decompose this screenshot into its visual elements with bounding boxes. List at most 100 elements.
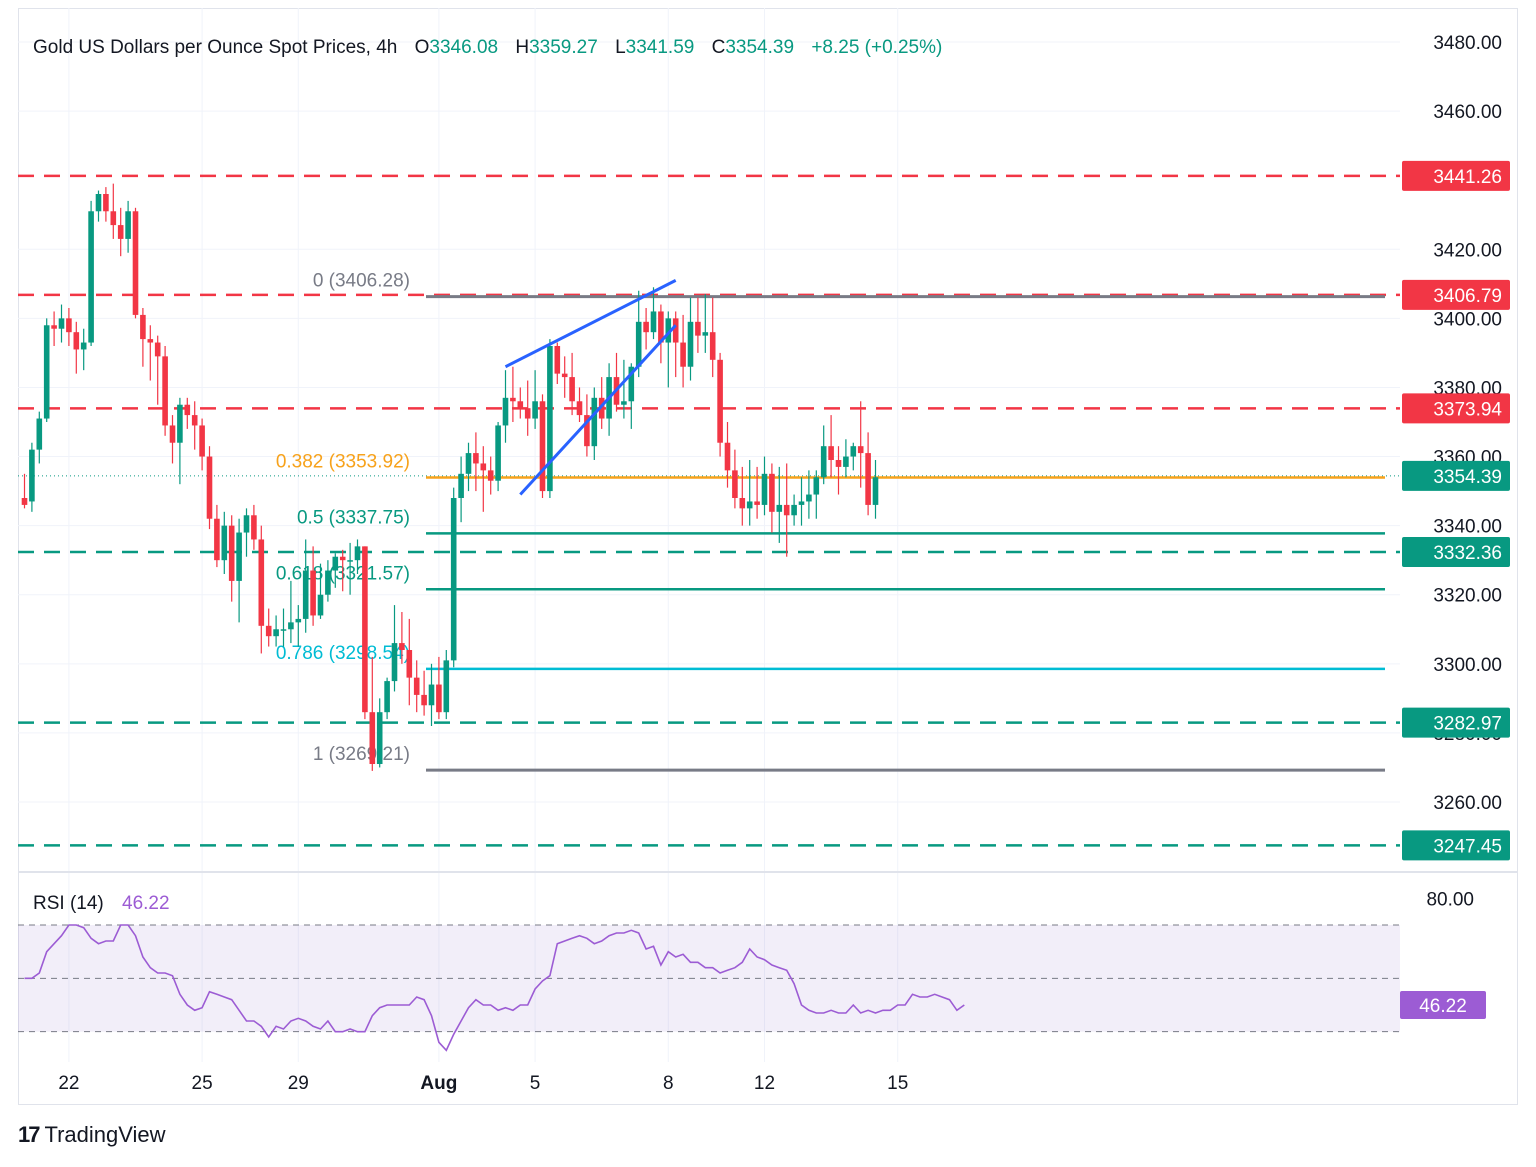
candle-body bbox=[769, 473, 775, 512]
price-tick-label: 3340.00 bbox=[1433, 517, 1502, 538]
candle-body bbox=[687, 321, 694, 367]
level-price-tag bbox=[1402, 160, 1510, 191]
level-price-tag bbox=[1402, 830, 1510, 861]
candle-body bbox=[140, 314, 146, 340]
candle-body bbox=[857, 446, 864, 454]
rsi-value-tag bbox=[1400, 991, 1486, 1019]
candle-body bbox=[843, 456, 849, 467]
price-axis[interactable]: 3260.003280.003300.003320.003340.003360.… bbox=[1402, 33, 1510, 861]
candle-body bbox=[665, 318, 672, 343]
candle-body bbox=[191, 415, 198, 426]
level-price-tag-label: 3373.94 bbox=[1433, 399, 1502, 420]
fib-label: 0.786 (3298.54) bbox=[276, 643, 410, 664]
candle-body bbox=[702, 332, 709, 336]
candle-body bbox=[199, 425, 205, 457]
candle-body bbox=[325, 570, 331, 595]
candle-body bbox=[317, 594, 324, 616]
candle-body bbox=[547, 346, 553, 492]
candle-body bbox=[80, 342, 87, 350]
candle-body bbox=[147, 339, 154, 343]
rsi-line bbox=[24, 924, 965, 1052]
tradingview-logo[interactable]: 17 TradingView bbox=[18, 1122, 166, 1148]
rsi-title: RSI (14) bbox=[33, 893, 104, 914]
time-tick-label: Aug bbox=[420, 1073, 457, 1094]
candle-body bbox=[850, 446, 857, 457]
candle-body bbox=[295, 618, 302, 623]
candle-body bbox=[650, 311, 657, 333]
candle-body bbox=[184, 404, 191, 416]
candle-body bbox=[584, 415, 590, 447]
price-tick-label: 3300.00 bbox=[1433, 655, 1502, 676]
candle-body bbox=[265, 625, 272, 637]
rsi-tick-label: 80.00 bbox=[1426, 889, 1474, 910]
price-tick-label: 3320.00 bbox=[1433, 586, 1502, 607]
candle-body bbox=[732, 470, 738, 498]
candle-body bbox=[658, 311, 664, 343]
change-value: +8.25 (+0.25%) bbox=[811, 37, 942, 58]
candle-body bbox=[791, 504, 797, 516]
candle-body bbox=[428, 684, 435, 706]
candle-body bbox=[154, 342, 161, 357]
candle-body bbox=[672, 318, 679, 343]
candle-body bbox=[724, 442, 731, 471]
candle-body bbox=[132, 211, 139, 315]
close-value: 3354.39 bbox=[725, 37, 794, 58]
candle-body bbox=[406, 650, 413, 678]
time-tick-label: 8 bbox=[663, 1073, 674, 1094]
candle-body bbox=[332, 556, 339, 571]
fib-label: 1 (3269.21) bbox=[313, 744, 410, 765]
candle-body bbox=[450, 498, 457, 661]
candle-body bbox=[88, 211, 94, 343]
candle-body bbox=[391, 643, 398, 682]
candle-body bbox=[569, 377, 575, 402]
candle-body bbox=[376, 712, 383, 764]
candle-body bbox=[524, 408, 531, 419]
candle-body bbox=[458, 473, 464, 498]
candle-body bbox=[783, 504, 790, 516]
candle-body bbox=[421, 694, 427, 706]
level-price-tag bbox=[1402, 393, 1510, 424]
price-tick-label: 3460.00 bbox=[1433, 102, 1502, 123]
time-tick-label: 22 bbox=[58, 1073, 79, 1094]
horizontal-levels bbox=[18, 174, 1400, 847]
candle-body bbox=[865, 453, 871, 505]
candle-body bbox=[347, 560, 353, 562]
fib-label: 0.5 (3337.75) bbox=[297, 507, 410, 528]
candle-body bbox=[621, 401, 627, 405]
trendline bbox=[519, 324, 677, 496]
candle-body bbox=[339, 556, 346, 561]
candle-body bbox=[236, 532, 242, 581]
candle-body bbox=[436, 684, 442, 713]
candle-body bbox=[117, 225, 124, 239]
level-price-tag bbox=[1402, 537, 1510, 568]
candle-body bbox=[465, 453, 472, 474]
candle-body bbox=[576, 401, 583, 416]
candle-body bbox=[399, 643, 405, 650]
fibonacci-retracement[interactable]: 0 (3406.28) 0.382 (3353.92) 0.5 (3337.75) 0… bbox=[276, 271, 1385, 772]
candle-body bbox=[243, 515, 250, 533]
open-value: 3346.08 bbox=[429, 37, 498, 58]
last-price-tag bbox=[1402, 460, 1510, 491]
rsi-value-tag-label: 46.22 bbox=[1419, 996, 1467, 1017]
candlestick-series bbox=[21, 183, 879, 771]
level-price-tag bbox=[1402, 279, 1510, 310]
candle-body bbox=[43, 325, 50, 419]
candle-body bbox=[598, 397, 605, 419]
candle-body bbox=[776, 504, 783, 512]
candle-body bbox=[162, 356, 168, 426]
candle-body bbox=[221, 525, 228, 561]
trendlines[interactable] bbox=[504, 279, 677, 496]
candle-body bbox=[125, 211, 131, 239]
high-value: 3359.27 bbox=[529, 37, 598, 58]
candle-body bbox=[354, 546, 361, 561]
rsi-band-fill bbox=[18, 925, 1400, 1032]
time-axis[interactable]: 22 25 29 Aug 5 8 12 15 bbox=[58, 1073, 908, 1094]
candle-body bbox=[280, 629, 287, 631]
candle-body bbox=[746, 501, 753, 509]
candle-body bbox=[251, 515, 257, 540]
candle-body bbox=[443, 660, 450, 713]
candle-body bbox=[813, 477, 820, 495]
candle-body bbox=[517, 401, 524, 409]
candle-body bbox=[21, 498, 28, 505]
